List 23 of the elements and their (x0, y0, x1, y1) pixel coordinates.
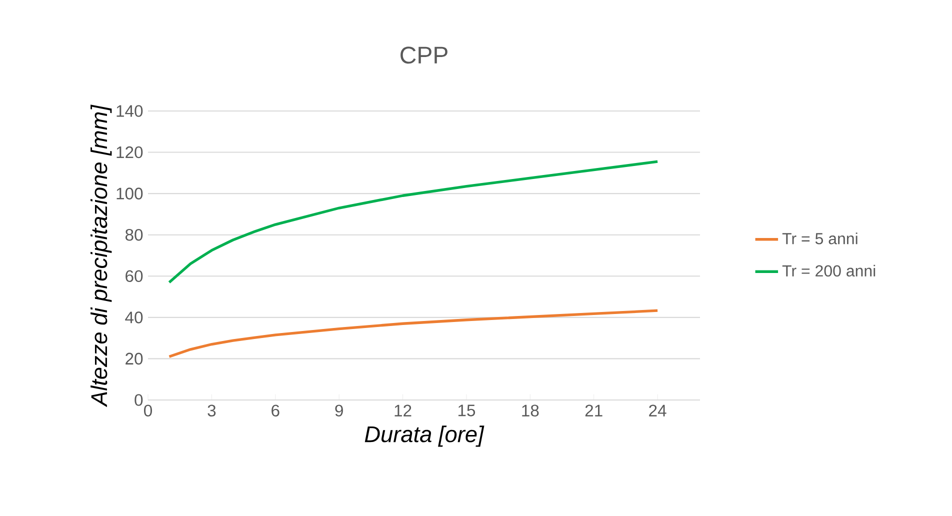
y-tick-label: 100 (116, 188, 143, 200)
x-tick-label: 24 (649, 404, 666, 416)
y-tick-label: 40 (125, 312, 143, 324)
x-tick-label: 3 (208, 404, 216, 416)
x-tick-label: 12 (394, 404, 412, 416)
x-axis-title: Durata [ore] (364, 426, 484, 447)
line-series (168, 160, 659, 284)
x-tick-label: 15 (458, 404, 476, 416)
y-tick-label: 0 (134, 394, 143, 406)
y-tick-label: 140 (116, 105, 143, 117)
y-tick-label: 80 (125, 228, 143, 241)
legend-label: Tr = 200 anni (782, 264, 876, 277)
x-tick-label: 9 (335, 404, 343, 416)
x-tick-label: 6 (272, 404, 280, 416)
y-tick-label: 120 (116, 146, 143, 158)
legend-label: Tr = 5 anni (782, 232, 858, 244)
x-tick-label: 21 (585, 404, 602, 416)
x-tick-label: 18 (522, 404, 539, 416)
x-tick-label: 0 (144, 404, 152, 416)
y-tick-label: 60 (126, 270, 143, 282)
chart-title: CPP (400, 46, 448, 64)
y-axis-title: Altezze di precipitazione [mm] (90, 104, 112, 408)
y-tick-label: 20 (126, 352, 143, 365)
